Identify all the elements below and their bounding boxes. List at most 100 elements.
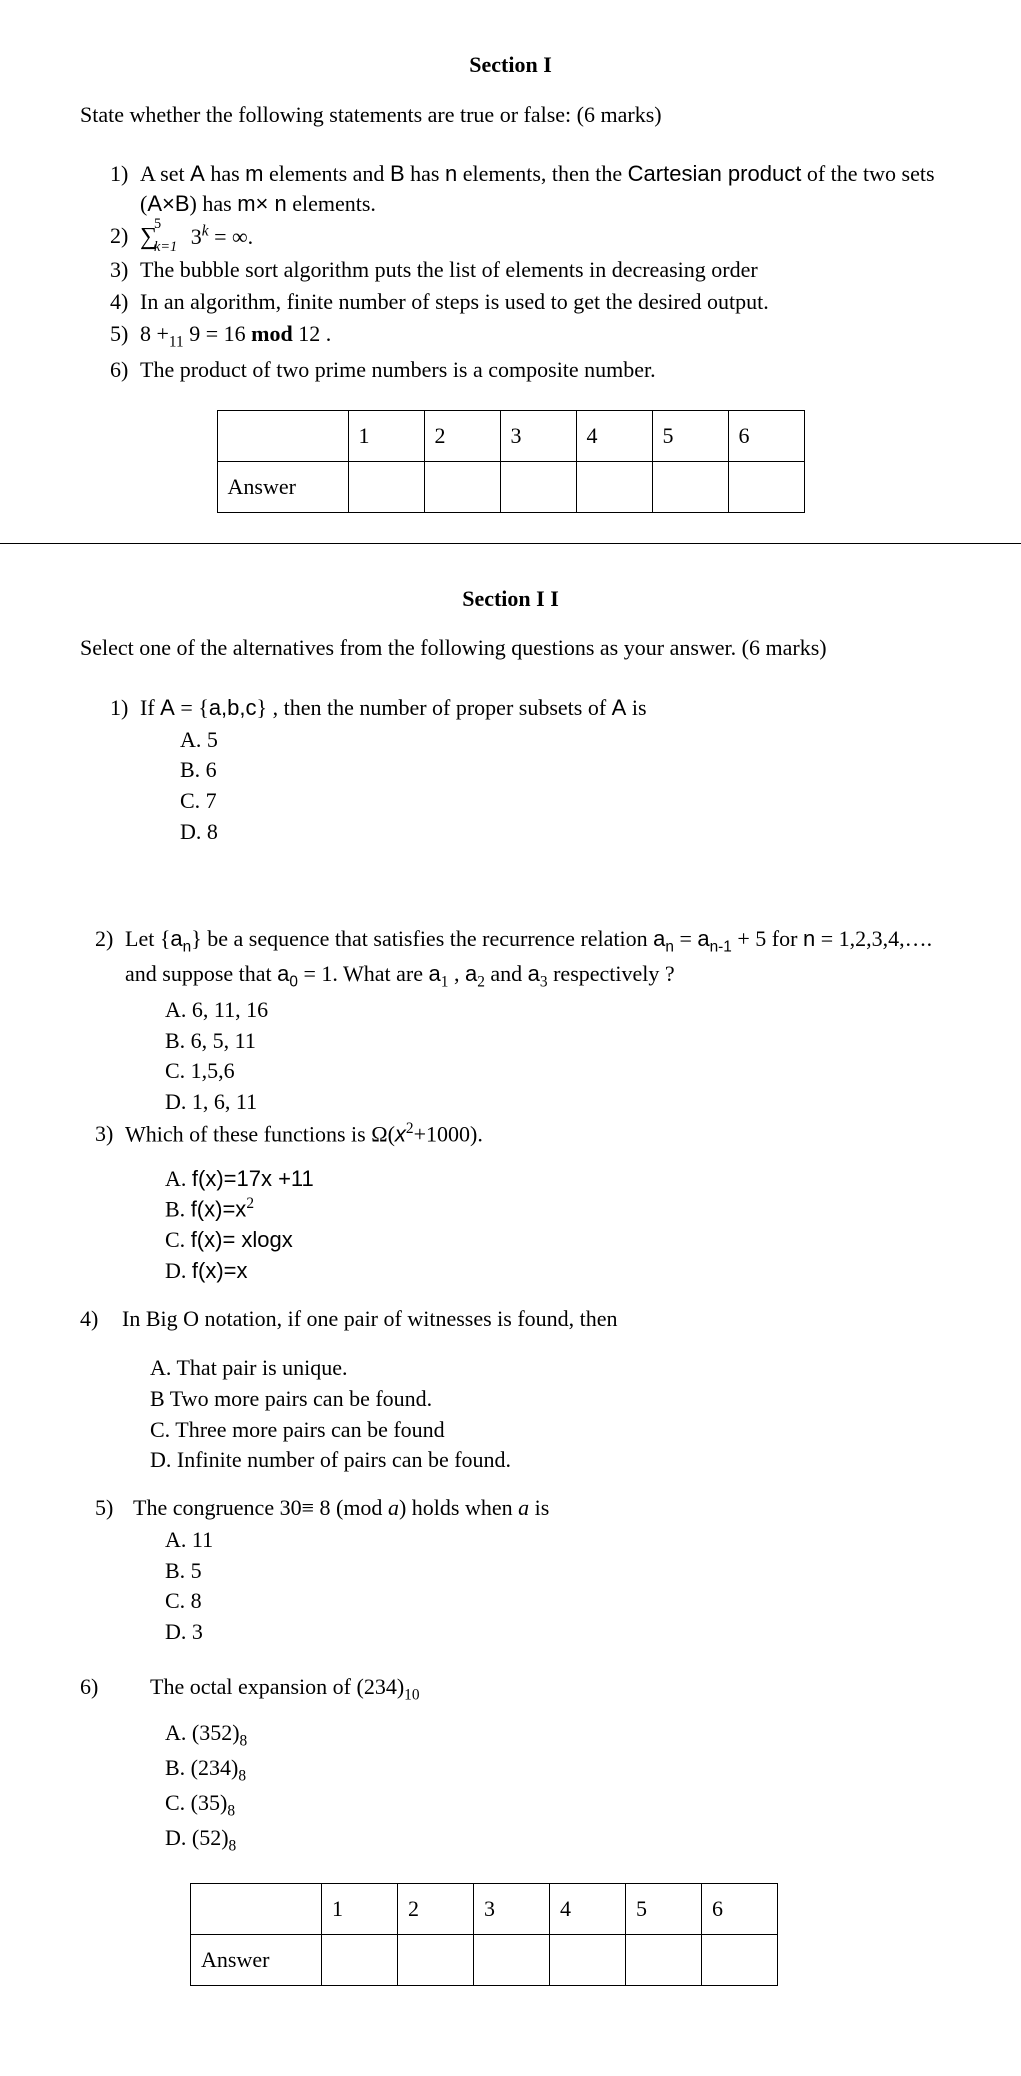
text: a xyxy=(697,926,709,951)
q-number: 4) xyxy=(80,1304,122,1334)
table-cell: 6 xyxy=(728,410,804,461)
text: n xyxy=(445,161,457,186)
option-c: C. (35)8 xyxy=(165,1788,941,1822)
option-c: C. 1,5,6 xyxy=(165,1056,941,1086)
text: a xyxy=(528,961,540,986)
text: f(x)=x xyxy=(192,1258,248,1283)
text: and xyxy=(485,961,528,986)
text: elements and xyxy=(263,161,389,186)
table-cell: 3 xyxy=(500,410,576,461)
text: mod xyxy=(251,321,293,346)
s1-q6: 6) The product of two prime numbers is a… xyxy=(110,355,941,385)
table-cell: 2 xyxy=(398,1883,474,1934)
text: m xyxy=(245,161,263,186)
table-cell[interactable] xyxy=(550,1934,626,1985)
text: A xyxy=(160,695,175,720)
s2-q2: 2) Let {an} be a sequence that satisfies… xyxy=(95,924,941,1116)
text: 0 xyxy=(289,973,298,990)
table-cell[interactable] xyxy=(322,1934,398,1985)
text: n xyxy=(665,939,674,956)
s1-q4: 4) In an algorithm, finite number of ste… xyxy=(110,287,941,317)
section-2-instruction: Select one of the alternatives from the … xyxy=(80,633,941,663)
table-cell[interactable] xyxy=(474,1934,550,1985)
text: 8 xyxy=(229,1838,237,1855)
text: m× n xyxy=(237,191,287,216)
text: A xyxy=(190,161,205,186)
text: The octal expansion of (234) xyxy=(150,1674,404,1699)
text: The congruence 30≡ 8 (mod xyxy=(133,1495,388,1520)
text: B. (234) xyxy=(165,1755,238,1780)
section-1-title: Section I xyxy=(80,50,941,80)
option-b: B. f(x)=x2 xyxy=(165,1194,941,1224)
text: is xyxy=(529,1495,549,1520)
table-cell: 4 xyxy=(550,1883,626,1934)
text: +1000). xyxy=(414,1121,483,1146)
text: A. (352) xyxy=(165,1720,240,1745)
text: a xyxy=(653,926,665,951)
s1-q2: 2) ∑ 5 k=1 3k = ∞. xyxy=(110,221,941,254)
option-d: D. 8 xyxy=(180,817,941,847)
option-a: A. f(x)=17x +11 xyxy=(165,1164,941,1194)
text: 8 xyxy=(238,1767,246,1784)
text: A×B xyxy=(147,191,189,216)
text: Let { xyxy=(125,926,170,951)
text: n xyxy=(803,926,815,951)
section-2-title: Section I I xyxy=(80,584,941,614)
q-number: 1) xyxy=(110,159,140,218)
table-cell[interactable] xyxy=(728,461,804,512)
answer-table-1: 1 2 3 4 5 6 Answer xyxy=(217,410,805,513)
text: C. (35) xyxy=(165,1790,227,1815)
text: Cartesian product xyxy=(628,161,802,186)
q-number: 1) xyxy=(110,693,140,723)
table-cell[interactable] xyxy=(702,1934,778,1985)
table-cell xyxy=(191,1883,322,1934)
text: = xyxy=(674,926,697,951)
q-number: 2) xyxy=(110,221,140,254)
q-number: 5) xyxy=(95,1493,133,1523)
table-cell: 2 xyxy=(424,410,500,461)
text: = { xyxy=(175,695,209,720)
text: A. xyxy=(165,1166,192,1191)
text: respectively ? xyxy=(548,961,675,986)
text: = ∞. xyxy=(209,224,254,249)
text: B xyxy=(390,161,405,186)
text: ) holds when xyxy=(399,1495,518,1520)
text: ) has xyxy=(190,191,238,216)
text: , xyxy=(448,961,465,986)
table-cell[interactable] xyxy=(398,1934,474,1985)
table-cell[interactable] xyxy=(348,461,424,512)
text: + 5 for xyxy=(732,926,803,951)
s2-q3: 3) Which of these functions is Ω(x2+1000… xyxy=(95,1119,941,1286)
s2-q1: 1) If A = {a,b,c} , then the number of p… xyxy=(110,693,941,846)
text: 2 xyxy=(477,973,485,990)
table-cell[interactable] xyxy=(626,1934,702,1985)
option-d: D. 1, 6, 11 xyxy=(165,1087,941,1117)
q-text: Let {an} be a sequence that satisfies th… xyxy=(125,924,941,992)
text: is xyxy=(626,695,646,720)
text: has xyxy=(205,161,245,186)
text: x xyxy=(395,1121,406,1146)
q-number: 3) xyxy=(95,1119,125,1149)
text: 12 . xyxy=(293,321,332,346)
q-text: The product of two prime numbers is a co… xyxy=(140,355,941,385)
q-text: Which of these functions is Ω(x2+1000). xyxy=(125,1119,941,1149)
table-cell[interactable] xyxy=(652,461,728,512)
q-text: 8 +11 9 = 16 mod 12 . xyxy=(140,319,941,353)
option-c: C. 7 xyxy=(180,786,941,816)
text: a,b,c xyxy=(209,695,257,720)
options: A. 5 B. 6 C. 7 D. 8 xyxy=(180,725,941,847)
text: D. xyxy=(165,1258,192,1283)
q-text: ∑ 5 k=1 3k = ∞. xyxy=(140,221,941,254)
text: has xyxy=(405,161,445,186)
table-cell: Answer xyxy=(217,461,348,512)
answer-table-2: 1 2 3 4 5 6 Answer xyxy=(190,1883,778,1986)
options: A. That pair is unique. B Two more pairs… xyxy=(150,1353,941,1475)
table-cell[interactable] xyxy=(424,461,500,512)
text: a xyxy=(518,1495,529,1520)
table-cell: 4 xyxy=(576,410,652,461)
text: f(x)= xlogx xyxy=(191,1227,293,1252)
table-cell[interactable] xyxy=(576,461,652,512)
table-cell[interactable] xyxy=(500,461,576,512)
option-d: D. f(x)=x xyxy=(165,1256,941,1286)
text: 2 xyxy=(246,1195,254,1212)
